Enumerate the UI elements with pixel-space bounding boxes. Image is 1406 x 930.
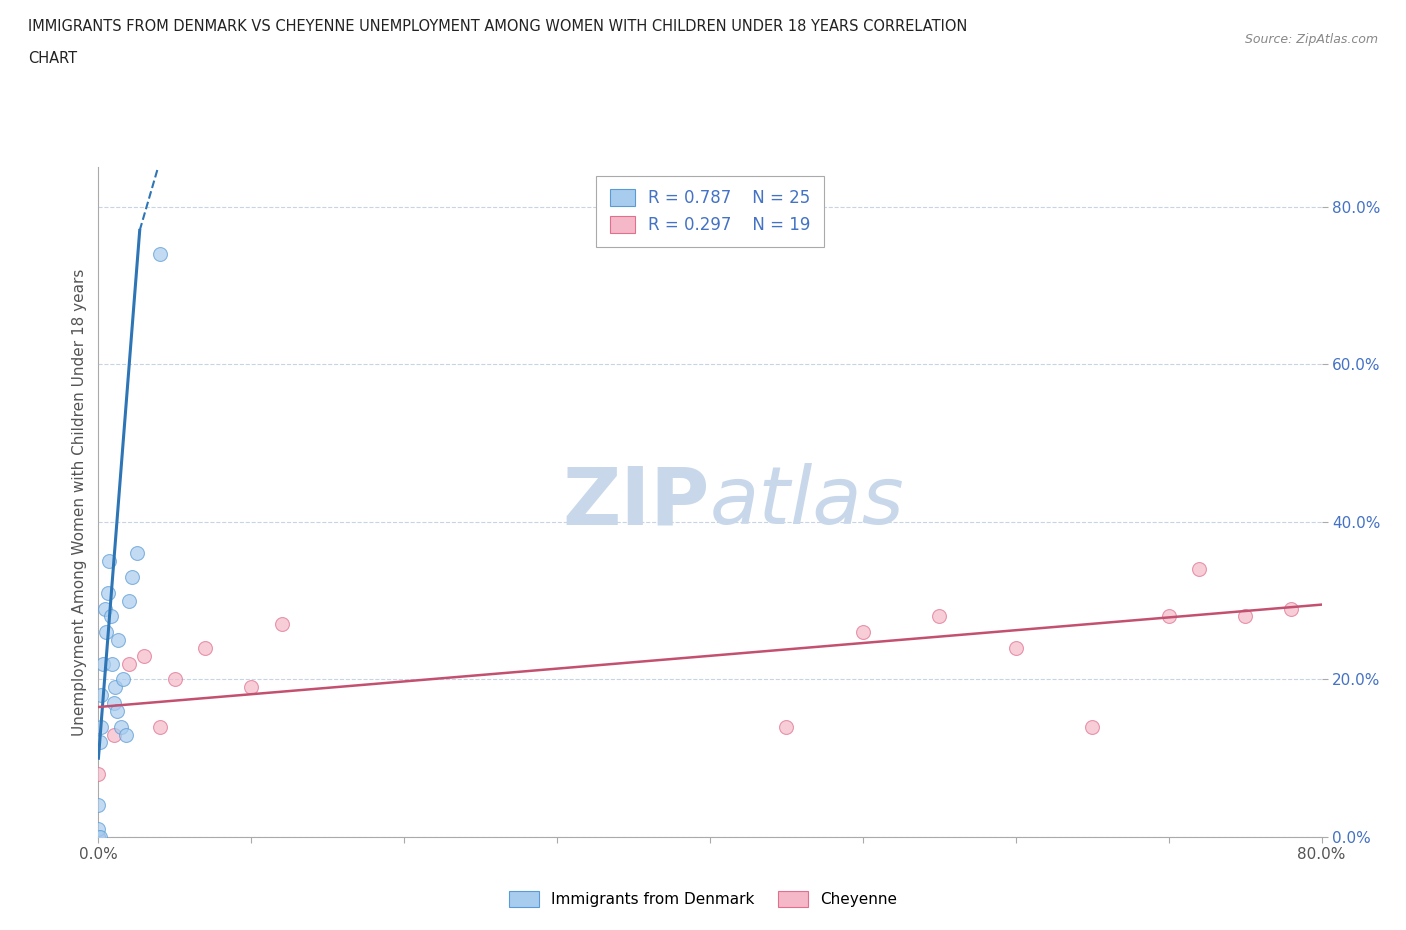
Point — [97, 585, 120, 600]
Point — [121, 569, 143, 584]
Point — [104, 680, 127, 695]
Point — [134, 648, 156, 663]
Point — [87, 798, 110, 813]
Point — [1081, 719, 1104, 734]
Point — [1188, 562, 1211, 577]
Text: Source: ZipAtlas.com: Source: ZipAtlas.com — [1244, 33, 1378, 46]
Point — [87, 830, 110, 844]
Text: CHART: CHART — [28, 51, 77, 66]
Text: IMMIGRANTS FROM DENMARK VS CHEYENNE UNEMPLOYMENT AMONG WOMEN WITH CHILDREN UNDER: IMMIGRANTS FROM DENMARK VS CHEYENNE UNEM… — [28, 19, 967, 33]
Point — [1234, 609, 1257, 624]
Text: ZIP: ZIP — [562, 463, 710, 541]
Point — [270, 617, 292, 631]
Point — [111, 672, 134, 687]
Y-axis label: Unemployment Among Women with Children Under 18 years: Unemployment Among Women with Children U… — [72, 269, 87, 736]
Point — [89, 830, 111, 844]
Point — [107, 632, 129, 647]
Point — [103, 696, 125, 711]
Point — [87, 822, 110, 837]
Point — [89, 735, 111, 750]
Point — [103, 727, 125, 742]
Point — [94, 625, 117, 640]
Text: atlas: atlas — [710, 463, 905, 541]
Point — [1157, 609, 1180, 624]
Point — [1279, 601, 1302, 616]
Point — [240, 680, 263, 695]
Point — [105, 703, 128, 718]
Point — [163, 672, 186, 687]
Point — [101, 657, 124, 671]
Point — [100, 609, 122, 624]
Legend: Immigrants from Denmark, Cheyenne: Immigrants from Denmark, Cheyenne — [502, 884, 904, 913]
Point — [90, 719, 112, 734]
Point — [93, 601, 115, 616]
Point — [775, 719, 797, 734]
Point — [98, 554, 121, 569]
Point — [928, 609, 950, 624]
Point — [125, 546, 148, 561]
Point — [87, 830, 110, 844]
Point — [194, 641, 217, 656]
Point — [90, 688, 112, 703]
Legend: R = 0.787    N = 25, R = 0.297    N = 19: R = 0.787 N = 25, R = 0.297 N = 19 — [596, 176, 824, 247]
Point — [118, 657, 141, 671]
Point — [118, 593, 141, 608]
Point — [91, 657, 114, 671]
Point — [1004, 641, 1026, 656]
Point — [115, 727, 138, 742]
Point — [110, 719, 132, 734]
Point — [149, 719, 172, 734]
Point — [852, 625, 875, 640]
Point — [149, 246, 172, 261]
Point — [87, 766, 110, 781]
